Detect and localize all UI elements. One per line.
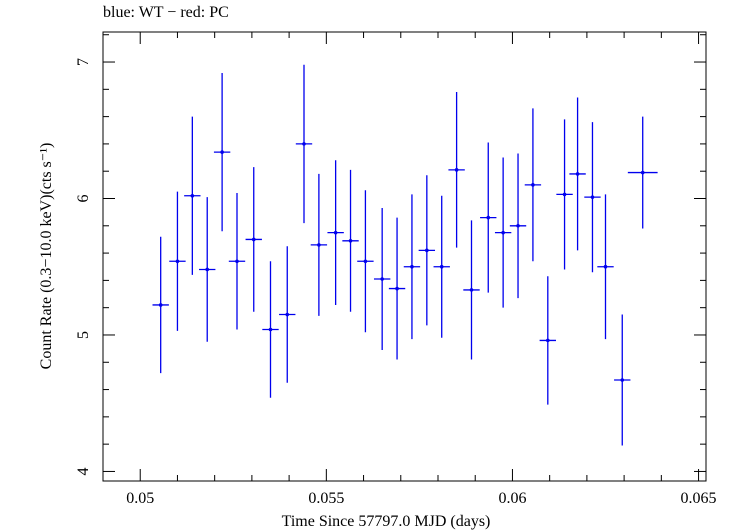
point-marker [333, 230, 338, 235]
plot-frame [102, 31, 707, 482]
data-point [279, 246, 296, 383]
x-tick-label: 0.05 [126, 490, 154, 507]
point-marker [158, 303, 163, 307]
y-tick-label: 5 [75, 331, 92, 339]
x-tick-label: 0.06 [498, 490, 526, 507]
point-marker [469, 288, 474, 292]
point-marker [285, 312, 290, 317]
y-tick-label: 6 [75, 194, 92, 202]
data-point [539, 276, 556, 405]
data-point [199, 197, 216, 342]
x-tick-label: 0.055 [308, 490, 344, 507]
point-marker [348, 239, 353, 243]
point-marker [268, 327, 273, 332]
data-point [310, 173, 328, 316]
data-point [433, 195, 450, 338]
data-point [184, 116, 201, 275]
point-marker [516, 223, 520, 228]
data-point [169, 191, 186, 331]
point-marker [546, 338, 550, 343]
data-point [480, 142, 497, 293]
data-point [152, 236, 169, 374]
point-marker [302, 142, 306, 146]
point-marker [380, 277, 384, 281]
point-marker [190, 193, 195, 198]
point-marker [531, 183, 535, 187]
x-tick-label: 0.065 [681, 490, 717, 507]
point-marker [603, 264, 608, 269]
chart-title: blue: WT − red: PC [103, 4, 229, 21]
data-points [152, 64, 658, 446]
point-marker [317, 243, 321, 247]
data-point [509, 153, 527, 299]
point-marker [175, 259, 180, 264]
x-axis-label: Time Since 57797.0 MJD (days) [282, 513, 491, 530]
point-marker [235, 259, 239, 264]
point-marker [640, 170, 645, 175]
y-axis-label: Count Rate (0.3−10.0 keV)(cts s⁻¹) [38, 143, 55, 370]
data-point [403, 194, 421, 340]
data-point [556, 119, 573, 270]
data-point [262, 261, 279, 398]
point-marker [501, 230, 505, 235]
data-point [569, 97, 586, 251]
point-marker [486, 215, 491, 220]
point-marker [205, 267, 210, 272]
point-marker [410, 264, 414, 269]
data-point [388, 217, 406, 360]
data-point [213, 72, 231, 232]
data-point [463, 220, 480, 360]
data-point [357, 190, 374, 333]
axis-tick-labels: 0.05 0.055 0.06 0.065 4 5 6 7 [75, 58, 717, 507]
point-marker [220, 150, 224, 154]
data-point [448, 92, 465, 248]
data-point [524, 108, 542, 262]
y-tick-label: 7 [75, 58, 92, 66]
data-point [584, 122, 601, 273]
data-point [342, 169, 359, 312]
point-marker [251, 237, 256, 242]
point-marker [590, 195, 595, 199]
axis-ticks [102, 32, 706, 481]
data-point [494, 157, 512, 308]
data-point [597, 194, 614, 340]
point-marker [562, 192, 567, 197]
data-point [327, 160, 344, 305]
point-marker [363, 259, 368, 264]
point-marker [454, 168, 459, 172]
data-point [245, 167, 262, 312]
point-marker [439, 264, 444, 269]
point-marker [575, 172, 580, 176]
data-point [228, 193, 246, 330]
y-tick-label: 4 [75, 467, 92, 475]
data-point [614, 314, 631, 446]
data-point [627, 116, 658, 229]
point-marker [395, 286, 399, 291]
point-marker [620, 378, 625, 382]
data-point [295, 64, 313, 224]
data-point [418, 175, 436, 326]
point-marker [425, 248, 429, 253]
data-point [373, 208, 391, 350]
